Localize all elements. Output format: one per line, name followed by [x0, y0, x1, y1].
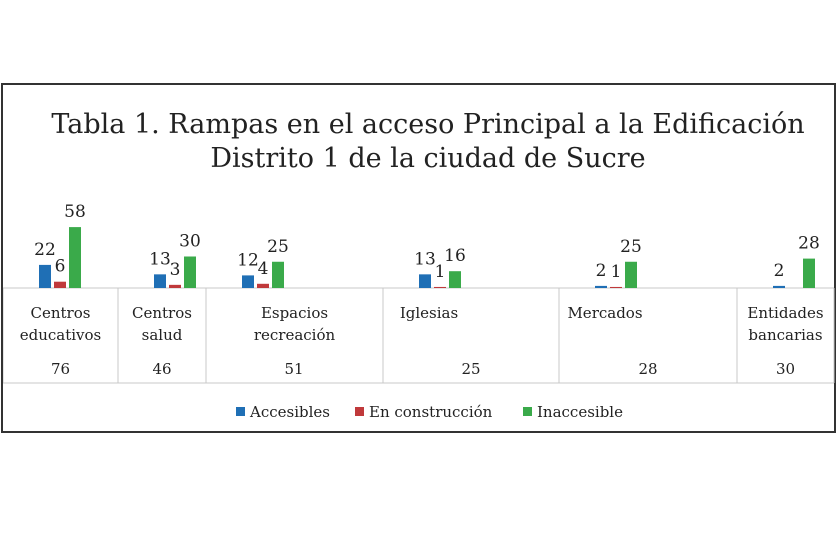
category-label: Centros: [132, 304, 192, 322]
legend-swatch: [523, 407, 532, 416]
category-label: salud: [142, 326, 183, 344]
bar-inaccesible: [184, 256, 196, 288]
data-label: 16: [444, 246, 466, 266]
bar-en-construcción: [169, 284, 181, 288]
category-labels-group: Centros educativos Centros salud Espacios rec…: [20, 304, 824, 344]
bars-group: [39, 227, 815, 288]
data-label: 13: [149, 249, 171, 269]
legend-swatch: [236, 407, 245, 416]
bar-accesibles: [419, 274, 431, 288]
data-label: 4: [258, 259, 269, 279]
bar-accesibles: [154, 274, 166, 288]
category-label: Iglesias: [400, 304, 458, 322]
legend-label: Accesibles: [249, 403, 330, 421]
category-label: Centros: [31, 304, 91, 322]
data-label: 28: [798, 234, 820, 254]
category-label: Espacios: [261, 304, 328, 322]
data-label: 30: [179, 232, 201, 252]
total-value: 25: [461, 360, 480, 378]
category-label: bancarias: [748, 326, 822, 344]
data-label: 22: [34, 240, 56, 260]
chart-frame: Tabla 1. Rampas en el acceso Principal a…: [1, 83, 836, 433]
bar-accesibles: [39, 264, 51, 288]
bar-inaccesible: [625, 261, 637, 288]
category-label: educativos: [20, 326, 102, 344]
data-label: 58: [64, 202, 86, 222]
bar-accesibles: [595, 285, 607, 288]
total-value: 51: [284, 360, 303, 378]
data-label: 13: [414, 249, 436, 269]
data-label: 12: [237, 250, 259, 270]
bar-en-construcción: [610, 286, 622, 288]
totals-row-group: 76 46 51 25 28 30: [51, 360, 795, 378]
total-value: 28: [638, 360, 657, 378]
bar-en-construcción: [257, 283, 269, 288]
chart-title-line-1: Tabla 1. Rampas en el acceso Principal a…: [51, 109, 804, 140]
table-grid: [3, 287, 835, 384]
chart-title-line-2: Distrito 1 de la ciudad de Sucre: [210, 143, 645, 174]
legend-label: Inaccesible: [537, 403, 623, 421]
total-value: 30: [776, 360, 795, 378]
data-label: 2: [774, 261, 785, 281]
legend: Accesibles En construcción Inaccesible: [236, 403, 623, 421]
total-value: 46: [152, 360, 171, 378]
bar-en-construcción: [54, 281, 66, 288]
data-label: 2: [596, 261, 607, 281]
bar-inaccesible: [803, 258, 815, 288]
legend-swatch: [355, 407, 364, 416]
bar-inaccesible: [272, 261, 284, 288]
total-value: 76: [51, 360, 70, 378]
category-label: Entidades: [747, 304, 823, 322]
data-label: 3: [170, 260, 181, 280]
category-label: recreación: [254, 326, 336, 344]
data-label: 1: [611, 262, 622, 282]
data-label: 25: [620, 237, 642, 257]
bar-accesibles: [773, 285, 785, 288]
bar-inaccesible: [69, 227, 81, 288]
data-label: 1: [435, 262, 446, 282]
legend-label: En construcción: [369, 403, 493, 421]
category-label: Mercados: [567, 304, 642, 322]
bar-chart: Tabla 1. Rampas en el acceso Principal a…: [3, 109, 835, 421]
bar-inaccesible: [449, 271, 461, 288]
bar-accesibles: [242, 275, 254, 288]
bar-en-construcción: [434, 286, 446, 288]
data-label: 25: [267, 237, 289, 257]
data-label: 6: [55, 257, 66, 277]
